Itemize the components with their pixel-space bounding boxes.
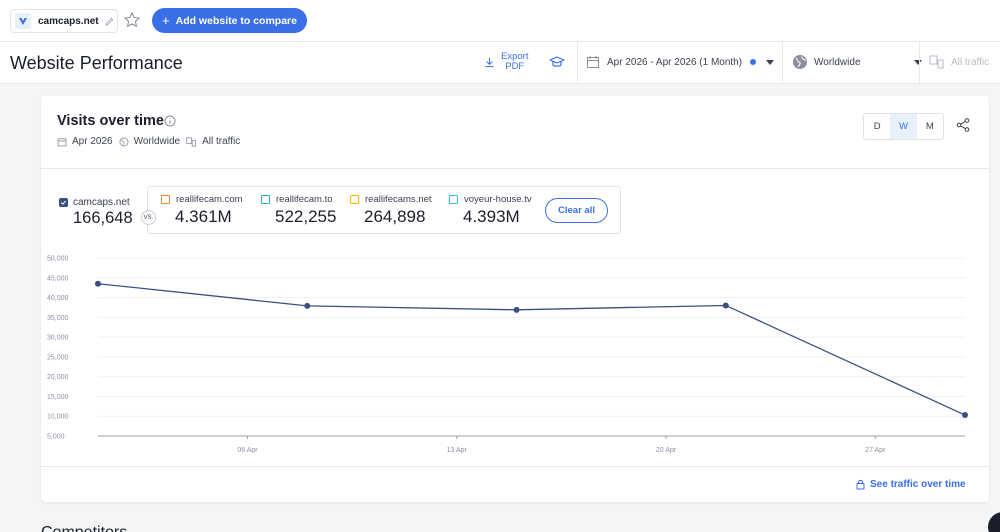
- divider: [782, 42, 783, 84]
- calendar-icon: [587, 56, 599, 68]
- date-range-select[interactable]: Apr 2026 - Apr 2026 (1 Month): [586, 55, 775, 69]
- region-label: Worldwide: [814, 56, 861, 68]
- site-favicon-icon: [15, 13, 31, 29]
- main-site-legend[interactable]: camcaps.net 166,648: [59, 197, 133, 228]
- pdf-label: PDF: [505, 61, 525, 72]
- card-title: Visits over time: [57, 113, 164, 129]
- header-bar: Website Performance Export PDF Apr 2026 …: [0, 42, 1000, 84]
- info-icon[interactable]: [164, 115, 176, 127]
- checkbox-unchecked-icon[interactable]: [350, 195, 359, 204]
- checkbox-unchecked-icon[interactable]: [261, 195, 270, 204]
- data-point[interactable]: [722, 302, 729, 309]
- checkbox-unchecked-icon[interactable]: [449, 195, 458, 204]
- star-icon[interactable]: [123, 11, 141, 29]
- site-chip[interactable]: camcaps.net: [10, 9, 118, 33]
- competitor-value: 4.393M: [463, 207, 520, 226]
- add-website-label: Add website to compare: [175, 14, 297, 27]
- data-point[interactable]: [304, 302, 311, 309]
- card-subtitle: Apr 2026 Worldwide All traffic: [57, 136, 246, 147]
- main-site-name: camcaps.net: [73, 197, 130, 208]
- competitor-name: reallifecams.net: [365, 194, 432, 205]
- competitors-heading: Competitors: [41, 524, 127, 532]
- globe-icon: [793, 55, 807, 69]
- checkbox-unchecked-icon[interactable]: [161, 195, 170, 204]
- site-name: camcaps.net: [38, 15, 99, 27]
- traffic-icon: [186, 136, 197, 147]
- export-label: Export: [501, 51, 529, 62]
- plus-icon: +: [162, 13, 170, 28]
- calendar-icon: [57, 137, 67, 146]
- competitor-name: voyeur-house.tv: [464, 194, 532, 205]
- series-line: [97, 283, 966, 416]
- granularity-month-button[interactable]: M: [925, 121, 934, 132]
- share-icon[interactable]: [956, 118, 970, 132]
- data-point[interactable]: [513, 306, 520, 313]
- divider: [41, 168, 989, 169]
- x-tick-label: 06 Apr: [237, 447, 258, 454]
- status-dot: [750, 59, 757, 65]
- y-tick-label: 10,000: [47, 414, 69, 421]
- top-bar: camcaps.net + Add website to compare: [0, 0, 1000, 42]
- chevron-down-icon: [766, 59, 775, 65]
- see-traffic-label: See traffic over time: [870, 479, 966, 490]
- vs-badge: VS.: [141, 210, 156, 225]
- visits-line-chart: 50,000 45,000 40,000 35,000 30,000 25,000 20,0…: [47, 256, 968, 454]
- competitor-item[interactable]: reallifecam.com 4.361M: [161, 194, 243, 227]
- see-traffic-link[interactable]: See traffic over time: [856, 479, 966, 490]
- subtitle-date: Apr 2026: [72, 136, 113, 147]
- competitor-item[interactable]: reallifecam.to 522,255: [261, 194, 336, 227]
- divider: [41, 466, 989, 467]
- divider: [577, 42, 578, 84]
- competitor-value: 522,255: [275, 207, 337, 226]
- subtitle-traffic: All traffic: [202, 136, 241, 147]
- data-point[interactable]: [962, 412, 968, 419]
- region-select[interactable]: Worldwide: [792, 54, 922, 70]
- competitor-name: reallifecam.to: [276, 194, 333, 205]
- x-tick-label: 20 Apr: [656, 447, 677, 454]
- y-tick-label: 45,000: [47, 275, 69, 282]
- subtitle-region: Worldwide: [133, 136, 181, 147]
- pencil-icon[interactable]: [104, 17, 114, 26]
- competitor-item[interactable]: voyeur-house.tv 4.393M: [449, 194, 532, 227]
- chat-bubble-icon[interactable]: [988, 512, 1000, 532]
- competitor-value: 264,898: [364, 207, 426, 226]
- competitor-name: reallifecam.com: [176, 194, 243, 205]
- traffic-type-select[interactable]: All traffic: [929, 55, 989, 69]
- data-point[interactable]: [95, 280, 101, 287]
- traffic-icon: [929, 55, 944, 69]
- y-tick-label: 30,000: [47, 335, 69, 342]
- y-tick-label: 20,000: [47, 374, 69, 381]
- traffic-type-label: All traffic: [951, 56, 990, 68]
- competitor-item[interactable]: reallifecams.net 264,898: [350, 194, 432, 227]
- granularity-toggle: D W M: [863, 113, 944, 140]
- competitor-legend: reallifecam.com 4.361M reallifecam.to 52…: [147, 186, 621, 234]
- export-pdf-button[interactable]: Export PDF: [484, 52, 528, 72]
- page-title: Website Performance: [10, 53, 183, 73]
- graduation-cap-icon[interactable]: [549, 55, 565, 69]
- main-site-value: 166,648: [73, 209, 133, 227]
- download-icon: [485, 57, 494, 67]
- lock-icon: [856, 479, 865, 490]
- granularity-day-button[interactable]: D: [873, 121, 881, 132]
- x-tick-label: 27 Apr: [865, 447, 886, 454]
- y-tick-label: 25,000: [47, 354, 69, 361]
- granularity-week-button[interactable]: W: [890, 114, 917, 139]
- visits-over-time-card: Visits over time Apr 2026 Worldwide All …: [41, 96, 989, 502]
- y-tick-label: 5,000: [47, 434, 65, 441]
- add-website-button[interactable]: + Add website to compare: [152, 8, 307, 33]
- competitor-value: 4.361M: [175, 207, 232, 226]
- y-tick-label: 35,000: [47, 315, 69, 322]
- y-tick-label: 15,000: [47, 394, 69, 401]
- divider: [919, 42, 920, 84]
- y-tick-label: 50,000: [47, 256, 69, 263]
- date-range-label: Apr 2026 - Apr 2026 (1 Month): [607, 56, 743, 68]
- x-tick-label: 13 Apr: [447, 447, 468, 454]
- checkbox-checked-icon[interactable]: [59, 198, 68, 207]
- y-tick-label: 40,000: [47, 295, 69, 302]
- clear-all-button[interactable]: Clear all: [545, 198, 608, 223]
- chevron-down-icon: [914, 59, 922, 65]
- globe-icon: [119, 137, 129, 146]
